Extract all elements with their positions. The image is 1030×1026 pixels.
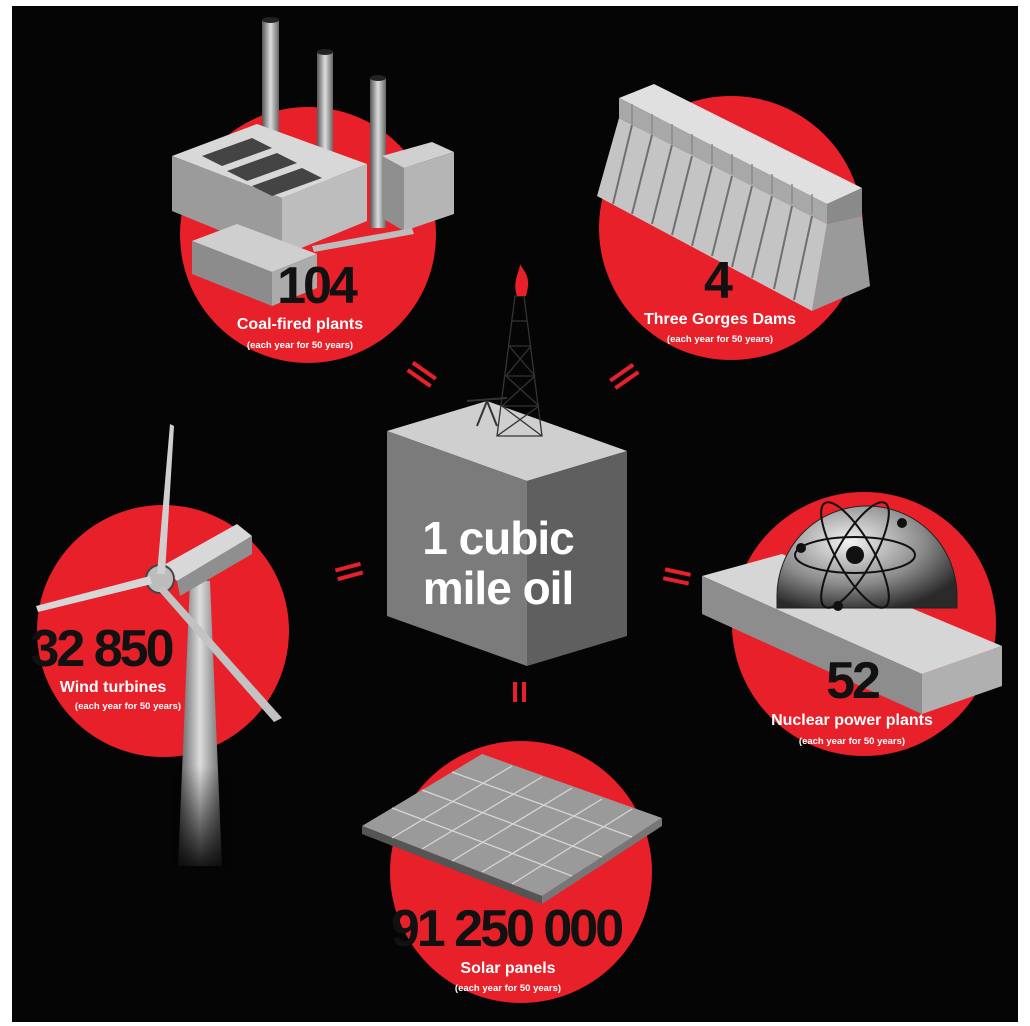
center-title-line-2: mile oil [423, 562, 573, 614]
infographic-svg: 1 cubic mile oil 104 Coal-fired plants (… [30, 17, 1002, 1003]
equals-signs [334, 361, 691, 702]
center-title-line-1: 1 cubic [422, 512, 574, 564]
nuclear-note: (each year for 50 years) [799, 736, 905, 747]
dam-illustration [597, 84, 870, 311]
equals-nuclear [662, 567, 691, 586]
wind-note: (each year for 50 years) [75, 701, 181, 712]
equals-dams [609, 363, 640, 390]
flame-icon [515, 264, 529, 296]
solar-number: 91 250 000 [391, 900, 622, 958]
nuclear-label: Nuclear power plants [771, 712, 933, 729]
coal-plant-illustration [172, 17, 454, 306]
infographic-canvas: 1 cubic mile oil 104 Coal-fired plants (… [12, 6, 1018, 1022]
pumpjack-icon [466, 397, 508, 427]
coal-label: Coal-fired plants [237, 316, 363, 333]
wind-number: 32 850 [30, 620, 172, 678]
dams-number: 4 [704, 252, 733, 310]
solar-note: (each year for 50 years) [455, 983, 561, 994]
dams-label: Three Gorges Dams [644, 311, 796, 328]
solar-panel-illustration [362, 754, 662, 904]
wind-turbine-illustration [36, 424, 282, 876]
equals-solar [513, 682, 526, 702]
dams-note: (each year for 50 years) [667, 334, 773, 345]
solar-label: Solar panels [460, 960, 555, 977]
oil-cube-illustration [387, 264, 627, 666]
atom-icon [794, 501, 916, 609]
equals-wind [334, 561, 364, 582]
coal-number: 104 [277, 257, 358, 315]
coal-note: (each year for 50 years) [247, 340, 353, 351]
nuclear-number: 52 [826, 652, 879, 710]
equals-coal [406, 361, 437, 388]
wind-label: Wind turbines [60, 679, 167, 696]
nuclear-plant-illustration [702, 501, 1002, 714]
